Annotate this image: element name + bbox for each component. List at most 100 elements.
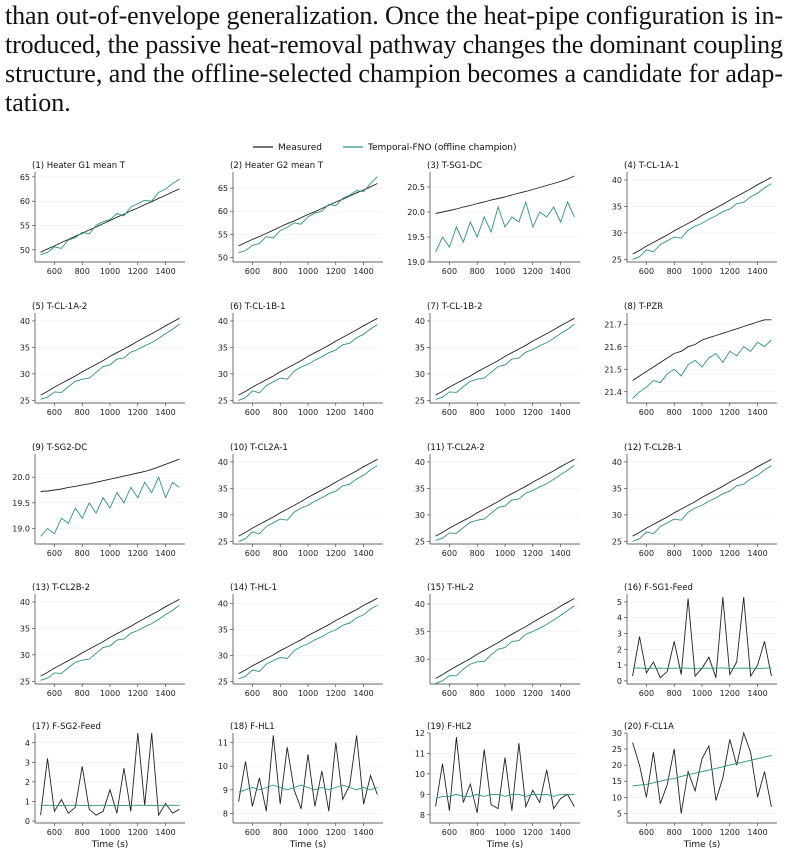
series-line bbox=[40, 604, 180, 681]
x-tick-label: 1000 bbox=[495, 408, 515, 417]
x-tick-label: 1000 bbox=[100, 828, 120, 837]
y-tick-label: 25 bbox=[415, 537, 425, 546]
y-tick-label: 8 bbox=[223, 810, 228, 819]
series-line bbox=[40, 475, 180, 537]
x-tick-label: 600 bbox=[639, 267, 654, 276]
paragraph-line: than out-of-envelope generalization. Onc… bbox=[5, 1, 783, 30]
panel: (20) F-CL1A 5 10 15 20 25 30 600 800 1000 1200 1400… bbox=[612, 722, 777, 850]
y-tick-label: 30 bbox=[415, 511, 425, 520]
x-tick-label: 1000 bbox=[298, 828, 318, 837]
panel: (1) Heater G1 mean T 50 55 60 65 600 800 1000 12… bbox=[20, 161, 185, 276]
panel-title: (17) F-SG2-Feed bbox=[32, 722, 101, 732]
x-tick-label: 600 bbox=[245, 689, 260, 698]
x-tick-label: 1000 bbox=[298, 689, 318, 698]
y-tick-label: 9 bbox=[420, 790, 425, 799]
x-tick-label: 1000 bbox=[495, 267, 515, 276]
x-tick-label: 1400 bbox=[353, 549, 373, 558]
x-tick-label: 600 bbox=[639, 689, 654, 698]
y-tick-label: 50 bbox=[218, 253, 228, 262]
x-tick-label: 800 bbox=[667, 408, 682, 417]
x-tick-label: 1200 bbox=[128, 549, 148, 558]
y-tick-label: 20.0 bbox=[407, 208, 425, 217]
y-tick-label: 40 bbox=[218, 599, 228, 608]
x-tick-label: 1200 bbox=[720, 828, 740, 837]
x-tick-label: 1400 bbox=[550, 267, 570, 276]
x-tick-label: 1400 bbox=[155, 549, 175, 558]
x-tick-label: 600 bbox=[442, 689, 457, 698]
y-tick-label: 30 bbox=[20, 370, 30, 379]
x-tick-label: 1000 bbox=[298, 267, 318, 276]
panel-title: (15) T-HL-2 bbox=[427, 583, 474, 593]
x-tick-label: 800 bbox=[470, 408, 485, 417]
y-tick-label: 21.6 bbox=[604, 343, 622, 352]
y-tick-label: 25 bbox=[415, 396, 425, 405]
series-line bbox=[238, 176, 378, 254]
y-tick-label: 60 bbox=[20, 197, 30, 206]
series-line bbox=[435, 200, 575, 253]
y-tick-label: 65 bbox=[218, 184, 228, 193]
x-tick-label: 1000 bbox=[692, 828, 712, 837]
y-tick-label: 60 bbox=[218, 207, 228, 216]
x-tick-label: 800 bbox=[667, 828, 682, 837]
y-tick-label: 55 bbox=[20, 222, 30, 231]
panel: (7) T-CL-1B-2 25 30 35 40 600 800 1000 1200 1400 bbox=[415, 302, 580, 417]
y-tick-label: 40 bbox=[218, 317, 228, 326]
series-line bbox=[435, 458, 575, 537]
panel-title: (6) T-CL-1B-1 bbox=[230, 302, 286, 312]
x-tick-label: 1200 bbox=[523, 267, 543, 276]
panel-title: (14) T-HL-1 bbox=[230, 583, 277, 593]
panel-title: (18) F-HL1 bbox=[230, 722, 275, 732]
y-tick-label: 30 bbox=[415, 655, 425, 664]
x-tick-label: 1200 bbox=[523, 828, 543, 837]
x-tick-label: 1000 bbox=[100, 689, 120, 698]
y-tick-label: 40 bbox=[20, 598, 30, 607]
x-tick-label: 1000 bbox=[100, 549, 120, 558]
y-tick-label: 30 bbox=[415, 370, 425, 379]
x-tick-label: 1200 bbox=[523, 549, 543, 558]
y-tick-label: 40 bbox=[612, 176, 622, 185]
panel: (18) F-HL1 8 9 10 11 600 800 1000 1200 1400 Time (… bbox=[218, 722, 383, 850]
x-axis-label: Time (s) bbox=[683, 840, 721, 850]
y-tick-label: 9 bbox=[223, 786, 228, 795]
panel-title: (8) T-PZR bbox=[624, 302, 663, 312]
series-line bbox=[632, 458, 772, 537]
y-tick-label: 35 bbox=[415, 484, 425, 493]
series-line bbox=[435, 793, 575, 799]
x-tick-label: 800 bbox=[273, 689, 288, 698]
x-axis-label: Time (s) bbox=[486, 840, 524, 850]
y-tick-label: 25 bbox=[218, 537, 228, 546]
x-tick-label: 600 bbox=[47, 408, 62, 417]
x-tick-label: 600 bbox=[245, 267, 260, 276]
x-tick-label: 800 bbox=[667, 549, 682, 558]
x-tick-label: 1200 bbox=[720, 549, 740, 558]
x-tick-label: 800 bbox=[75, 549, 90, 558]
series-line bbox=[40, 323, 180, 400]
x-tick-label: 1000 bbox=[495, 549, 515, 558]
series-line bbox=[632, 319, 772, 381]
y-tick-label: 10 bbox=[415, 770, 425, 779]
y-tick-label: 25 bbox=[612, 745, 622, 754]
x-tick-label: 1200 bbox=[326, 408, 346, 417]
panel: (19) F-HL2 8 9 10 11 12 600 800 1000 1200 1400 Time… bbox=[415, 722, 580, 850]
panel-title: (1) Heater G1 mean T bbox=[32, 161, 126, 171]
y-tick-label: 30 bbox=[218, 370, 228, 379]
y-tick-label: 11 bbox=[415, 749, 425, 758]
series-line bbox=[435, 464, 575, 541]
series-line bbox=[238, 465, 378, 542]
panel-title: (16) F-SG1-Feed bbox=[624, 583, 693, 593]
y-tick-label: 65 bbox=[20, 173, 30, 182]
series-line bbox=[238, 605, 378, 680]
y-tick-label: 25 bbox=[20, 396, 30, 405]
panel-title: (19) F-HL2 bbox=[427, 722, 472, 732]
panel-title: (7) T-CL-1B-2 bbox=[427, 302, 483, 312]
series-line bbox=[238, 317, 378, 396]
y-tick-label: 5 bbox=[617, 809, 622, 818]
x-tick-label: 1400 bbox=[550, 828, 570, 837]
y-tick-label: 3 bbox=[617, 629, 622, 638]
y-tick-label: 12 bbox=[415, 729, 425, 738]
y-tick-label: 30 bbox=[612, 511, 622, 520]
panel: (3) T-SG1-DC 19.0 19.5 20.0 20.5 600 800 1000 12… bbox=[407, 161, 580, 276]
y-tick-label: 40 bbox=[612, 458, 622, 467]
x-tick-label: 600 bbox=[47, 549, 62, 558]
